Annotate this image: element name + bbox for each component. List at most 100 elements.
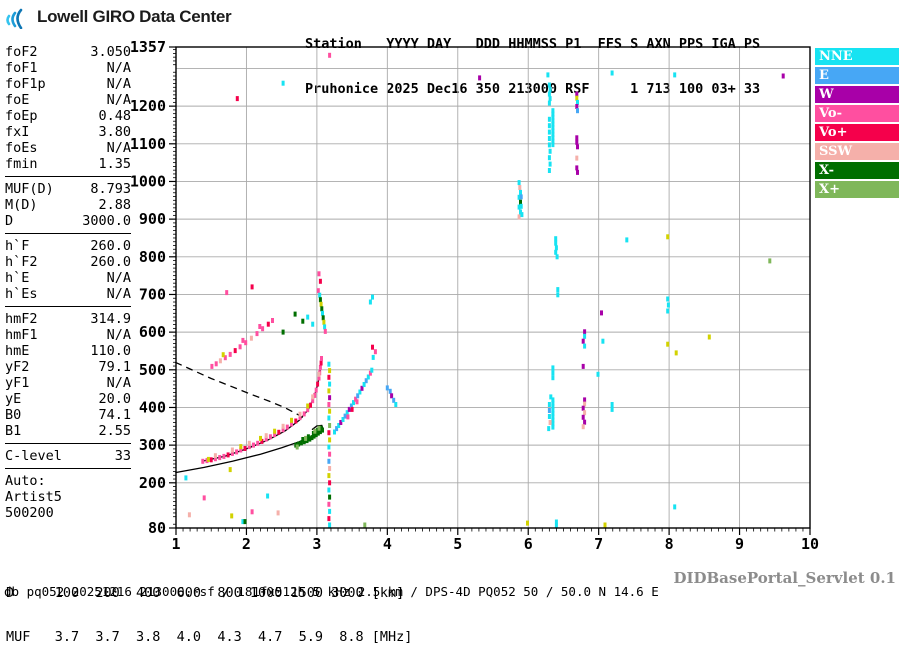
- param-label: hmE: [5, 343, 30, 359]
- param-label: h`F2: [5, 254, 38, 270]
- param-label: foE: [5, 92, 30, 108]
- param-value: N/A: [106, 60, 131, 76]
- panel-divider: [5, 443, 131, 444]
- x-tick-label: 6: [524, 535, 533, 553]
- param-label: foF1p: [5, 76, 46, 92]
- param-label: h`E: [5, 270, 30, 286]
- legend-item-x+: X+: [815, 181, 899, 198]
- autoscaling-info-line: 500200: [5, 505, 54, 521]
- param-row: foF1p N/A: [5, 76, 131, 92]
- param-row: foF2 3.050: [5, 44, 131, 60]
- x-tick-label: 2: [242, 535, 251, 553]
- x-tick-label: 9: [735, 535, 744, 553]
- y-tick-label: 1100: [130, 135, 166, 153]
- legend-item-w: W: [815, 86, 899, 103]
- param-row: B1 2.55: [5, 423, 131, 439]
- logo-text: Lowell GIRO Data Center: [37, 7, 232, 26]
- param-label: M(D): [5, 197, 38, 213]
- param-value: N/A: [106, 327, 131, 343]
- file-status-line: db pq052 20251216 213000.rsf / 181fx512h…: [4, 584, 659, 599]
- param-value: N/A: [106, 76, 131, 92]
- y-tick-label: 400: [139, 398, 166, 416]
- param-value: 3.80: [98, 124, 131, 140]
- y-tick-label: 600: [139, 323, 166, 341]
- muf-table: D 100 200 400 600 800 1000 1500 3000 [km…: [6, 557, 412, 659]
- param-row: MUF(D) 8.793: [5, 181, 131, 197]
- axes: 1357120011001000900800700600500400300200…: [130, 38, 819, 553]
- param-value: 110.0: [90, 343, 131, 359]
- param-row: h`F 260.0: [5, 238, 131, 254]
- param-value: 0.48: [98, 108, 131, 124]
- param-label: hmF2: [5, 311, 38, 327]
- param-value: 79.1: [98, 359, 131, 375]
- distance-row: D 100 200 400 600 800 1000 1500 3000 [km…: [6, 585, 405, 601]
- autoscaling-info-line: Auto:: [5, 473, 46, 489]
- panel-divider: [5, 176, 131, 177]
- y-tick-label: 300: [139, 436, 166, 454]
- param-label: yF2: [5, 359, 30, 375]
- param-label: h`Es: [5, 286, 38, 302]
- param-row: yF2 79.1: [5, 359, 131, 375]
- header-columns-line: Station YYYY DAY DDD HHMMSS P1 FFS S AXN…: [305, 36, 761, 52]
- x-tick-label: 1: [171, 535, 180, 553]
- x-tick-label: 8: [665, 535, 674, 553]
- legend-item-ssw: SSW: [815, 143, 899, 160]
- param-row: fxI 3.80: [5, 124, 131, 140]
- param-row: h`F2 260.0: [5, 254, 131, 270]
- header-values-line: Pruhonice 2025 Dec16 350 213000 RSF 1 71…: [305, 81, 761, 97]
- param-value: 2.88: [98, 197, 131, 213]
- panel-divider: [5, 233, 131, 234]
- panel-divider: [5, 306, 131, 307]
- legend-item-vo+: Vo+: [815, 124, 899, 141]
- param-value: N/A: [106, 286, 131, 302]
- param-value: 74.1: [98, 407, 131, 423]
- param-label: h`F: [5, 238, 30, 254]
- param-label: foEs: [5, 140, 38, 156]
- y-tick-label: 1357: [130, 38, 166, 56]
- param-row: foE N/A: [5, 92, 131, 108]
- x-tick-label: 5: [453, 535, 462, 553]
- param-value: 260.0: [90, 238, 131, 254]
- param-label: MUF(D): [5, 181, 54, 197]
- parameter-panel: foF2 3.050 foF1 N/A foF1p N/A foE N/A foEp 0.48 fx…: [5, 44, 131, 521]
- param-row: yE 20.0: [5, 391, 131, 407]
- param-row: h`Es N/A: [5, 286, 131, 302]
- param-row: D 3000.0: [5, 213, 131, 229]
- param-label: foEp: [5, 108, 38, 124]
- param-label: fxI: [5, 124, 30, 140]
- y-tick-label: 900: [139, 210, 166, 228]
- legend-item-e: E: [815, 67, 899, 84]
- param-value: N/A: [106, 270, 131, 286]
- legend-item-nne: NNE: [815, 48, 899, 65]
- param-label: yE: [5, 391, 22, 407]
- servlet-version-label: DIDBasePortal_Servlet 0.1: [673, 569, 896, 587]
- param-row: fmin 1.35: [5, 156, 131, 172]
- param-value: N/A: [106, 140, 131, 156]
- grid-lines: [176, 47, 810, 528]
- x-tick-label: 4: [383, 535, 392, 553]
- param-row: hmF1 N/A: [5, 327, 131, 343]
- x-tick-label: 10: [801, 535, 819, 553]
- echo-legend: NNE E W Vo- Vo+ SSW X- X+: [815, 48, 899, 200]
- param-label: C-level: [5, 448, 62, 464]
- param-row: hmF2 314.9: [5, 311, 131, 327]
- x-tick-label: 7: [594, 535, 603, 553]
- param-row: C-level 33: [5, 448, 131, 464]
- param-label: foF2: [5, 44, 38, 60]
- panel-divider: [5, 468, 131, 469]
- param-value: 1.35: [98, 156, 131, 172]
- param-value: 20.0: [98, 391, 131, 407]
- param-value: 260.0: [90, 254, 131, 270]
- curve-muf-transmission-dashed: [175, 361, 307, 421]
- param-label: fmin: [5, 156, 38, 172]
- y-tick-label: 800: [139, 248, 166, 266]
- param-value: 2.55: [98, 423, 131, 439]
- ionogram-plot: 1357120011001000900800700600500400300200…: [130, 38, 819, 553]
- x-tick-label: 3: [312, 535, 321, 553]
- param-row: B0 74.1: [5, 407, 131, 423]
- y-tick-label: 500: [139, 361, 166, 379]
- param-row: yF1 N/A: [5, 375, 131, 391]
- param-value: 3000.0: [82, 213, 131, 229]
- echo-dots: [184, 52, 785, 529]
- param-value: 314.9: [90, 311, 131, 327]
